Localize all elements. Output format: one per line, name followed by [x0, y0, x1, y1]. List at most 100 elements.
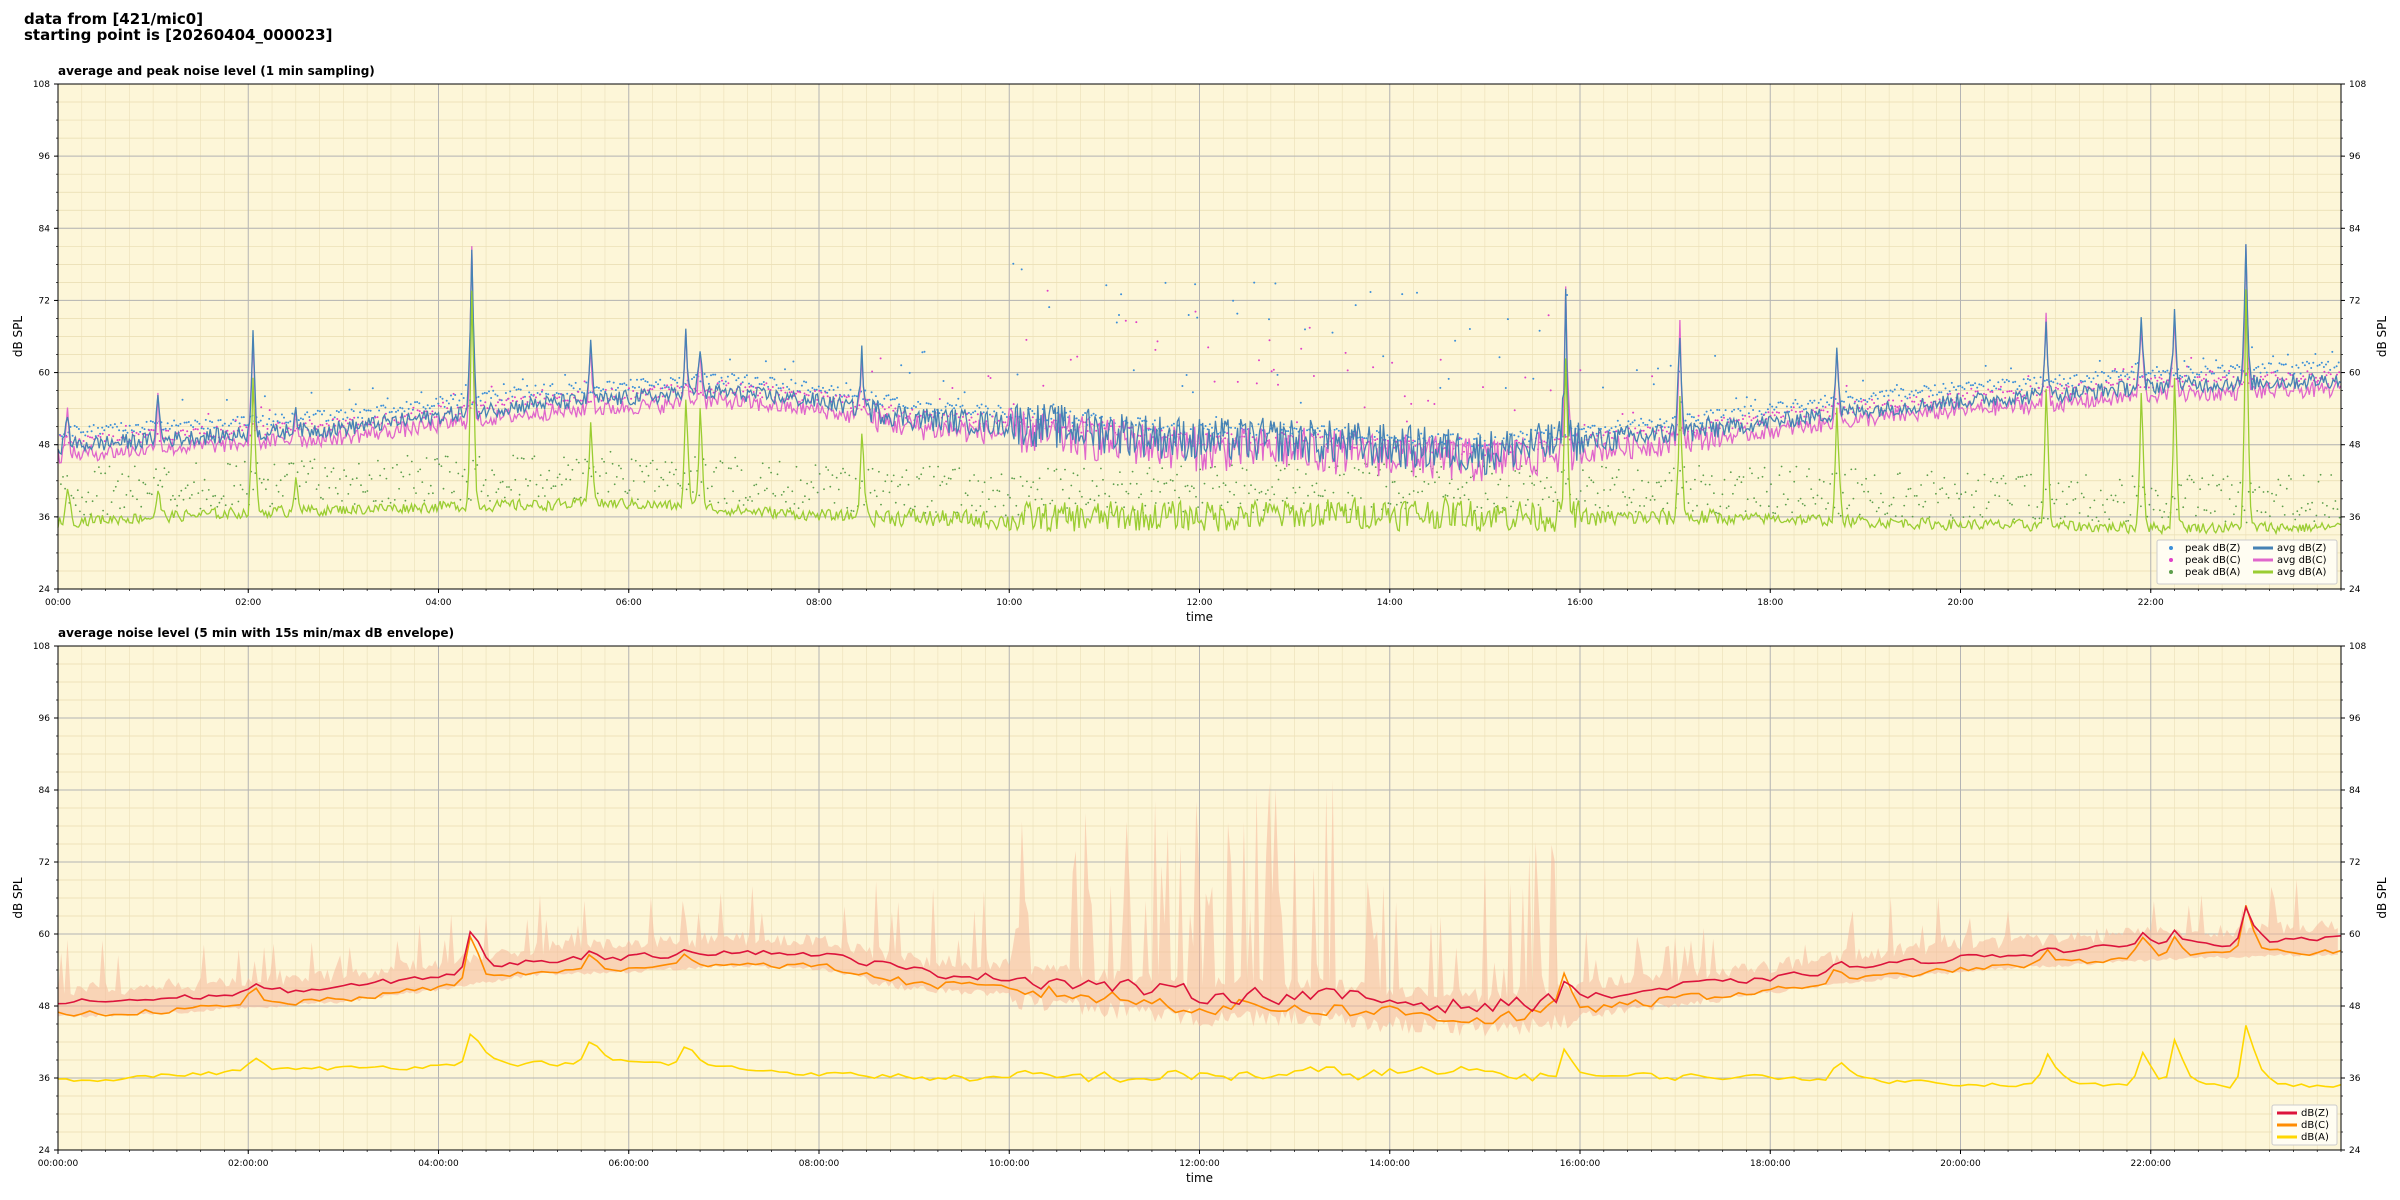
peak-z-point	[261, 414, 264, 417]
peak-z-point	[384, 406, 387, 409]
peak-z-point	[2018, 385, 2021, 387]
peak-c-point	[670, 384, 673, 386]
peak-a-point	[1556, 499, 1559, 501]
peak-c-point	[1103, 427, 1106, 430]
peak-z-point	[1735, 397, 1738, 400]
peak-z-point	[1650, 420, 1653, 423]
peak-c-point	[376, 416, 379, 419]
peak-c-point	[59, 434, 62, 437]
peak-a-point	[1233, 493, 1235, 496]
peak-z-point	[557, 392, 560, 395]
peak-a-point	[1495, 505, 1498, 508]
peak-a-point	[935, 511, 937, 513]
peak-z-point	[1532, 377, 1535, 380]
x-tick-label: 14:00	[1377, 598, 1403, 608]
peak-a-point	[1655, 481, 1658, 484]
peak-z-point	[1984, 364, 1987, 367]
peak-a-point	[482, 484, 485, 487]
peak-a-point	[1856, 482, 1859, 484]
peak-z-point	[1760, 413, 1763, 416]
peak-a-point	[537, 495, 540, 498]
peak-c-point	[1999, 385, 2002, 388]
peak-c-point	[1194, 310, 1197, 313]
peak-a-point	[586, 460, 589, 463]
peak-a-point	[1154, 502, 1157, 504]
peak-a-point	[1127, 492, 1130, 495]
peak-c-point	[1964, 397, 1966, 400]
peak-a-point	[1575, 498, 1578, 500]
peak-a-point	[2330, 474, 2333, 476]
peak-z-point	[1940, 391, 1943, 394]
peak-c-point	[2245, 372, 2248, 375]
peak-a-point	[1360, 497, 1362, 499]
peak-a-point	[880, 503, 882, 506]
peak-z-point	[720, 376, 723, 379]
peak-c-point	[112, 435, 115, 438]
peak-a-point	[72, 497, 75, 499]
peak-c-point	[108, 434, 110, 436]
peak-a-point	[1696, 504, 1698, 507]
peak-z-point	[333, 416, 336, 419]
peak-c-point	[945, 420, 948, 423]
peak-a-point	[689, 470, 692, 473]
peak-a-point	[791, 490, 794, 493]
peak-z-point	[1257, 423, 1260, 426]
peak-a-point	[275, 484, 278, 487]
peak-a-point	[487, 494, 489, 497]
x-tick-label: 00:00:00	[38, 1159, 79, 1169]
peak-c-point	[505, 399, 508, 402]
x-tick-label: 20:00	[1948, 598, 1974, 608]
peak-a-point	[1554, 491, 1557, 494]
peak-z-point	[145, 420, 148, 423]
peak-z-point	[439, 395, 442, 398]
peak-z-point	[1872, 392, 1875, 395]
peak-z-point	[655, 381, 657, 384]
peak-z-point	[1938, 391, 1941, 394]
peak-z-point	[1134, 424, 1137, 426]
peak-z-point	[841, 395, 843, 398]
peak-z-point	[2299, 372, 2302, 375]
peak-a-point	[863, 503, 865, 506]
peak-z-point	[464, 384, 467, 386]
peak-z-point	[1170, 424, 1173, 427]
peak-z-point	[771, 376, 774, 379]
peak-a-point	[2292, 513, 2295, 515]
peak-z-point	[1304, 328, 1306, 331]
peak-a-point	[1034, 498, 1037, 501]
peak-z-point	[183, 421, 186, 424]
peak-a-point	[873, 489, 876, 492]
peak-z-point	[354, 403, 357, 406]
peak-a-point	[1801, 503, 1804, 505]
peak-z-point	[1752, 409, 1755, 411]
peak-c-point	[1900, 399, 1903, 402]
peak-z-point	[1306, 429, 1309, 432]
peak-z-point	[1016, 373, 1019, 376]
peak-z-point	[1906, 397, 1909, 400]
peak-c-point	[556, 397, 559, 400]
peak-c-point	[2323, 370, 2326, 373]
peak-c-point	[1086, 430, 1089, 432]
peak-a-point	[1548, 496, 1550, 498]
peak-a-point	[1459, 497, 1462, 499]
peak-a-point	[611, 462, 614, 465]
peak-a-point	[220, 497, 223, 500]
peak-a-point	[273, 463, 276, 466]
peak-a-point	[2002, 475, 2005, 477]
peak-c-point	[332, 418, 335, 421]
peak-z-point	[1726, 418, 1729, 421]
peak-a-point	[1512, 500, 1514, 503]
peak-z-point	[951, 404, 953, 407]
peak-a-point	[2182, 506, 2185, 509]
peak-c-point	[2314, 376, 2317, 379]
peak-a-point	[778, 460, 781, 463]
peak-c-point	[1862, 399, 1865, 401]
peak-z-point	[1845, 390, 1848, 393]
peak-z-point	[1217, 432, 1220, 435]
peak-z-point	[917, 400, 920, 403]
peak-a-point	[218, 501, 221, 504]
peak-z-point	[788, 388, 791, 391]
peak-c-point	[484, 401, 487, 404]
peak-z-point	[213, 426, 216, 429]
peak-a-point	[231, 503, 234, 506]
peak-z-point	[488, 390, 490, 393]
